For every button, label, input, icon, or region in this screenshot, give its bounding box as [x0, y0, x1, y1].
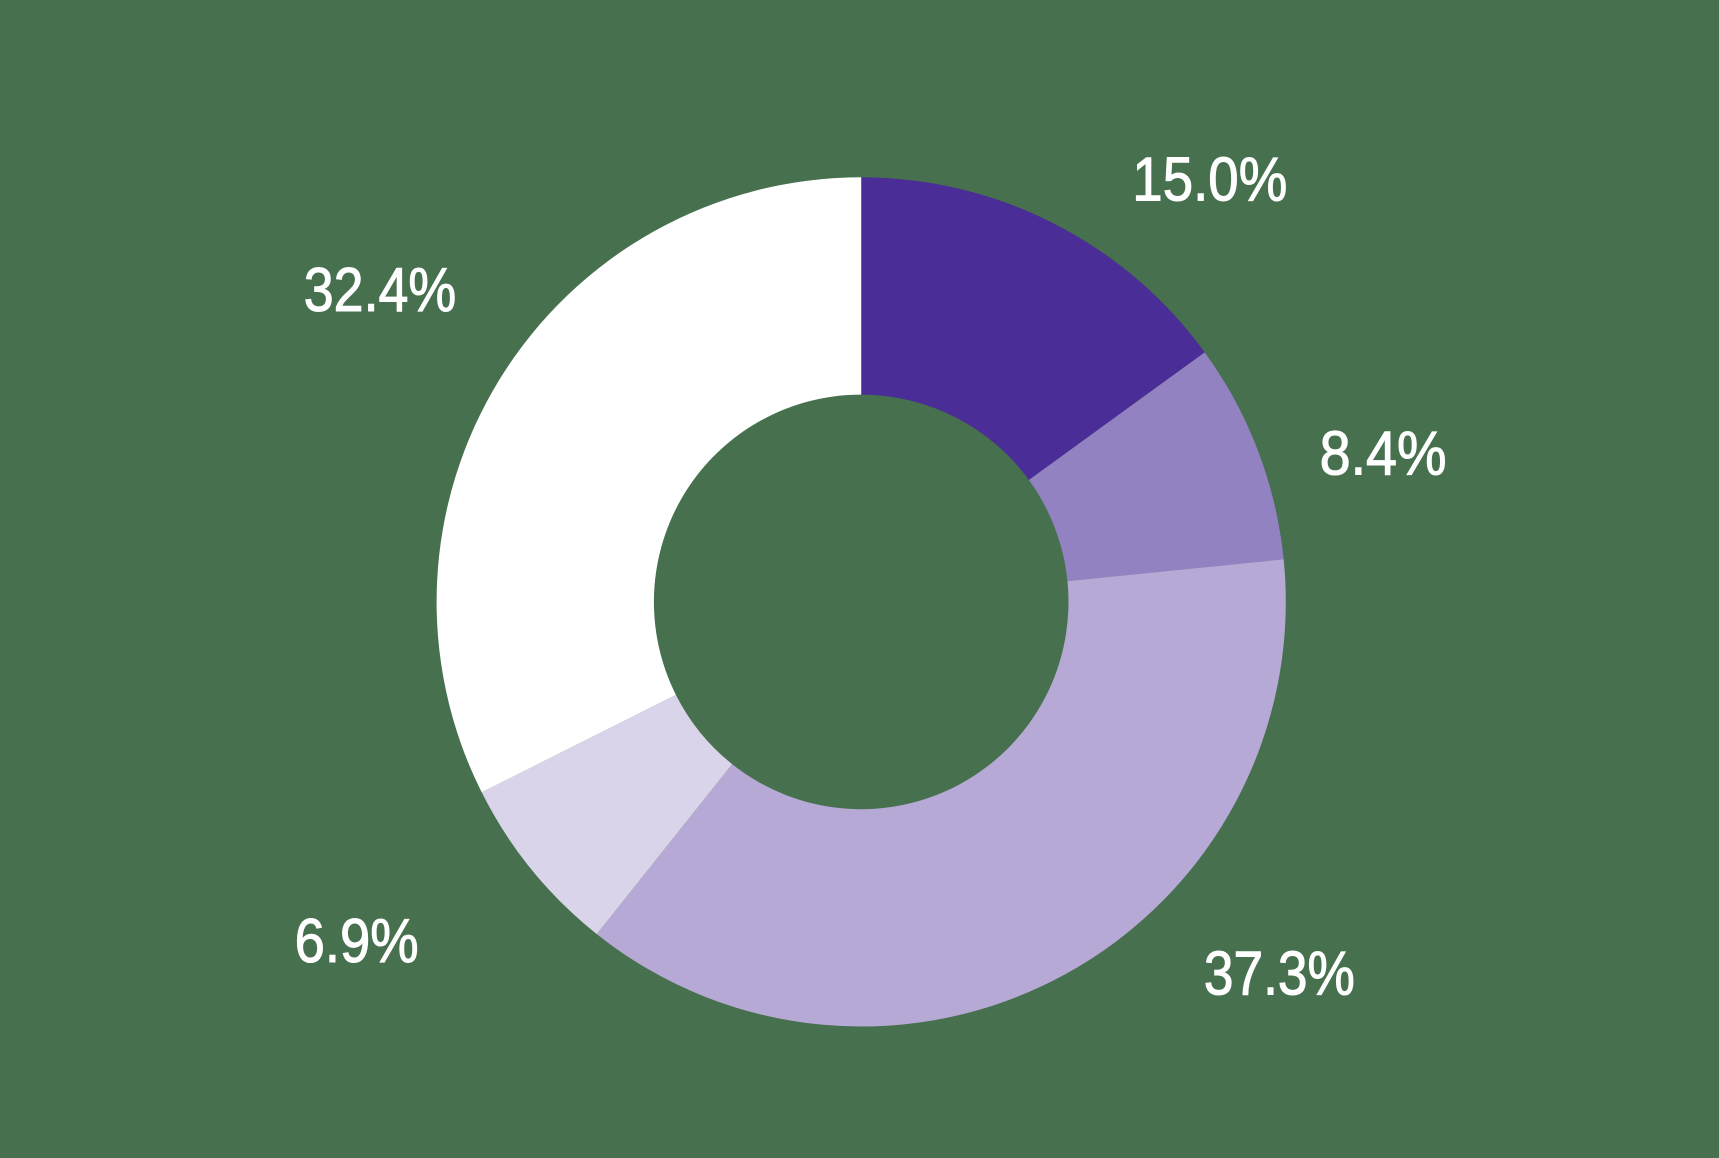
svg-text:32.4%: 32.4% [304, 255, 457, 325]
svg-text:37.3%: 37.3% [1204, 939, 1355, 1009]
svg-text:8.4%: 8.4% [1320, 418, 1447, 488]
svg-text:15.0%: 15.0% [1132, 144, 1287, 214]
svg-text:6.9%: 6.9% [295, 906, 419, 976]
